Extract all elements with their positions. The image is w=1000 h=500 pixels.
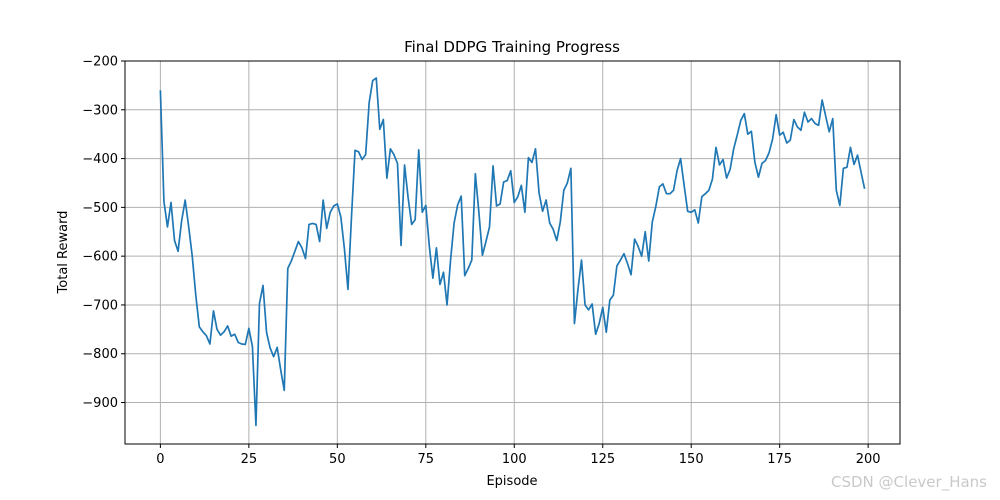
chart-title: Final DDPG Training Progress [404, 38, 620, 56]
x-tick-label: 200 [856, 452, 881, 467]
y-tick-label: −200 [82, 55, 118, 70]
series-layer [159, 77, 866, 427]
y-axis-title: Total Reward [56, 211, 71, 295]
y-tick-label: −900 [82, 396, 118, 411]
x-axis-title: Episode [486, 474, 537, 489]
y-tick-label: −400 [82, 152, 118, 167]
y-tick-label: −300 [82, 103, 118, 118]
tick-marks [121, 60, 869, 448]
x-tick-label: 175 [767, 452, 792, 467]
x-tick-label: 150 [679, 452, 704, 467]
x-tick-label: 25 [241, 452, 258, 467]
x-tick-label: 125 [590, 452, 615, 467]
y-tick-label: −700 [82, 298, 118, 313]
plot-frame [124, 60, 901, 445]
series-line [159, 77, 866, 427]
y-tick-label: −600 [82, 250, 118, 265]
x-tick-label: 0 [156, 452, 164, 467]
y-tick-label: −500 [82, 201, 118, 216]
plot-background [125, 61, 900, 444]
x-tick-label: 100 [502, 452, 527, 467]
x-tick-label: 75 [418, 452, 435, 467]
x-tick-label: 50 [329, 452, 346, 467]
watermark: CSDN @Clever_Hans [831, 473, 987, 491]
y-tick-label: −800 [82, 347, 118, 362]
